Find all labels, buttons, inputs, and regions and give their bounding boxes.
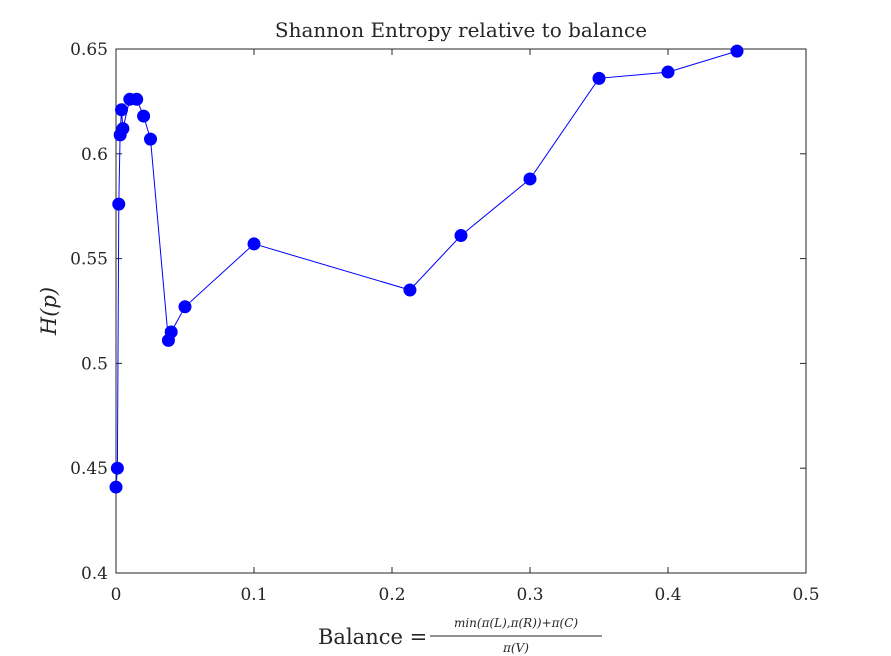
y-tick-label: 0.65 <box>70 40 108 60</box>
x-tick-label: 0.5 <box>792 585 819 605</box>
data-point <box>661 65 675 79</box>
data-point <box>110 461 124 475</box>
data-point <box>164 325 178 339</box>
x-axis: 0 0.1 0.2 0.3 0.4 0.5 <box>111 49 820 605</box>
plot-area <box>115 48 807 574</box>
data-point <box>116 122 130 136</box>
x-tick-label: 0.4 <box>654 585 681 605</box>
chart-title: Shannon Entropy relative to balance <box>275 18 647 42</box>
x-tick-label: 0.3 <box>516 585 543 605</box>
x-tick-label: 0.1 <box>240 585 267 605</box>
data-point <box>112 197 126 211</box>
data-point <box>130 92 144 106</box>
series-line-group <box>109 44 744 494</box>
data-point <box>523 172 537 186</box>
y-tick-label: 0.5 <box>81 354 108 374</box>
x-tick-label: 0.2 <box>378 585 405 605</box>
y-tick-label: 0.55 <box>70 250 108 270</box>
y-tick-label: 0.6 <box>81 145 108 165</box>
data-point <box>137 109 151 123</box>
data-point <box>730 44 744 58</box>
x-axis-label-numerator: min(π(L),π(R))+π(C) <box>454 616 578 630</box>
x-axis-label-denominator: π(V) <box>502 641 529 655</box>
x-axis-label: Balance = min(π(L),π(R))+π(C) π(V) <box>318 616 602 655</box>
data-point <box>109 480 123 494</box>
x-tick-label: 0 <box>111 585 122 605</box>
y-axis: 0.4 0.45 0.5 0.55 0.6 0.65 <box>70 40 806 584</box>
y-axis-label: H(p) <box>37 287 61 336</box>
x-axis-label-prefix: Balance = <box>318 625 427 649</box>
data-point <box>178 300 192 314</box>
y-tick-label: 0.4 <box>81 564 108 584</box>
data-point <box>592 71 606 85</box>
data-point <box>115 103 129 117</box>
data-point <box>144 132 157 146</box>
data-point <box>247 237 261 251</box>
data-point <box>403 283 417 297</box>
data-point <box>454 229 468 243</box>
y-tick-label: 0.45 <box>70 459 108 479</box>
